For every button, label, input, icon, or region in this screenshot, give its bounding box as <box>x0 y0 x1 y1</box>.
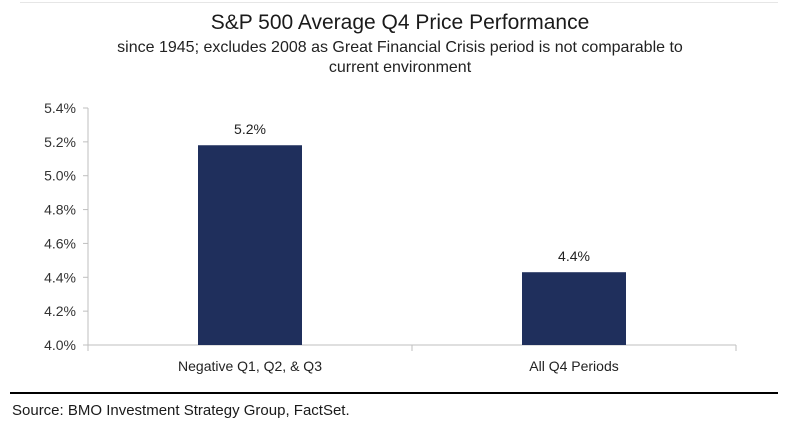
labels: 5.2% Negative Q1, Q2, & Q3 4.4% All Q4 Peri… <box>178 121 619 374</box>
chart-subtitle: since 1945; excludes 2008 as Great Finan… <box>117 39 683 76</box>
y-tick-label: 4.4% <box>44 269 76 285</box>
y-tick-label: 4.6% <box>44 235 76 251</box>
title-block: S&P 500 Average Q4 Price Performance sin… <box>0 10 800 78</box>
y-tick-label: 4.8% <box>44 202 76 218</box>
y-tick-label: 5.0% <box>44 168 76 184</box>
y-tick-label: 5.2% <box>44 134 76 150</box>
axes: 4.0% 4.2% 4.4% 4.6% 4.8% 5.0% 5.2% 5.4% <box>44 100 737 353</box>
bar-chart: 4.0% 4.2% 4.4% 4.6% 4.8% 5.0% 5.2% 5.4% 5.2% Neg… <box>44 100 737 374</box>
bar <box>198 145 302 345</box>
y-tick-label: 5.4% <box>44 100 76 116</box>
y-tick-label: 4.0% <box>44 337 76 353</box>
chart-title: S&P 500 Average Q4 Price Performance <box>210 11 590 34</box>
top-rule <box>20 2 778 3</box>
bottom-rule <box>10 392 778 394</box>
data-label: 5.2% <box>234 121 266 137</box>
data-label: 4.4% <box>558 248 590 264</box>
bar <box>522 272 626 345</box>
category-label: Negative Q1, Q2, & Q3 <box>178 358 322 374</box>
bars <box>198 145 626 345</box>
category-label: All Q4 Periods <box>529 358 618 374</box>
source-note: Source: BMO Investment Strategy Group, F… <box>12 402 350 419</box>
y-tick-label: 4.2% <box>44 303 76 319</box>
